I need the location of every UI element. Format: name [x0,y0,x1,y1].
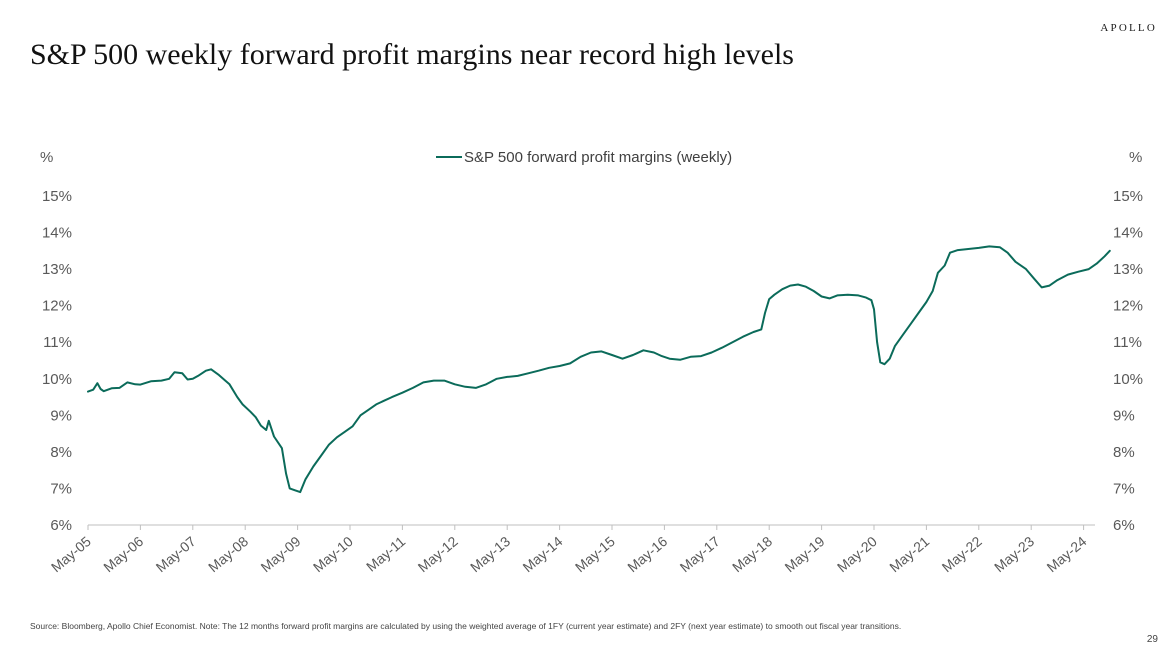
x-tick-label: May-23 [991,533,1037,575]
x-tick-label: May-19 [781,533,827,575]
y-tick-label-right: 11% [1113,334,1142,351]
y-tick-label-right: 7% [1113,480,1135,497]
x-tick-label: May-15 [572,533,618,575]
y-tick-label-left: 10% [42,371,72,388]
slide-title: S&P 500 weekly forward profit margins ne… [30,38,794,71]
y-tick-label-right: 8% [1113,444,1135,461]
x-tick-label: May-05 [48,533,94,575]
x-tick-label: May-07 [153,533,199,575]
x-tick-label: May-06 [100,533,146,575]
x-tick-label: May-08 [205,533,251,575]
y-tick-label-right: 9% [1113,407,1135,424]
y-tick-label-left: 15% [42,188,72,205]
y-tick-label-right: 13% [1113,261,1143,278]
x-tick-label: May-14 [519,533,565,575]
y-tick-label-right: 10% [1113,371,1143,388]
series-line-profit-margins [87,245,1111,494]
y-tick-label-right: 6% [1113,517,1135,534]
y-axis-right: 6% 7% 8% 9% 10% 11% 12% 13% 14% 15% [1113,188,1143,534]
series-layer [87,245,1111,494]
y-tick-label-left: 12% [42,298,72,315]
y-axis-left: 6% 7% 8% 9% 10% 11% 12% 13% 14% 15% [42,188,72,534]
y-tick-label-left: 9% [50,407,72,424]
chart-legend: S&P 500 forward profit margins (weekly) [436,149,732,166]
y-tick-label-left: 8% [50,444,72,461]
y-tick-label-left: 6% [50,517,72,534]
x-tick-label: May-13 [467,533,513,575]
x-tick-label: May-16 [624,533,670,575]
apollo-logo-text: APOLLO [1100,22,1157,34]
y-tick-label-left: 14% [42,225,72,242]
y-tick-label-right: 14% [1113,225,1143,242]
x-tick-label: May-21 [886,533,932,575]
y-tick-label-left: 11% [43,334,72,351]
source-note: Source: Bloomberg, Apollo Chief Economis… [30,621,902,631]
x-tick-label: May-24 [1043,533,1089,575]
page-number: 29 [1146,634,1158,645]
x-axis: May-05 May-06 May-07 May-08 May-09 May-10 May-… [48,524,1095,575]
x-tick-label: May-22 [939,533,985,575]
x-tick-label: May-20 [834,533,880,575]
y-tick-label-left: 7% [50,480,72,497]
y-tick-label-left: 13% [42,261,72,278]
y-tick-label-right: 12% [1113,298,1143,315]
x-tick-label: May-17 [677,533,723,575]
y-tick-label-right: 15% [1113,188,1143,205]
x-tick-label: May-18 [729,533,775,575]
y-axis-unit-left: % [40,149,53,166]
legend-label: S&P 500 forward profit margins (weekly) [464,149,732,166]
x-tick-label: May-10 [310,533,356,575]
x-tick-label: May-11 [363,533,408,575]
y-axis-unit-right: % [1129,149,1142,166]
x-tick-label: May-09 [257,533,303,575]
x-tick-label: May-12 [415,533,461,575]
